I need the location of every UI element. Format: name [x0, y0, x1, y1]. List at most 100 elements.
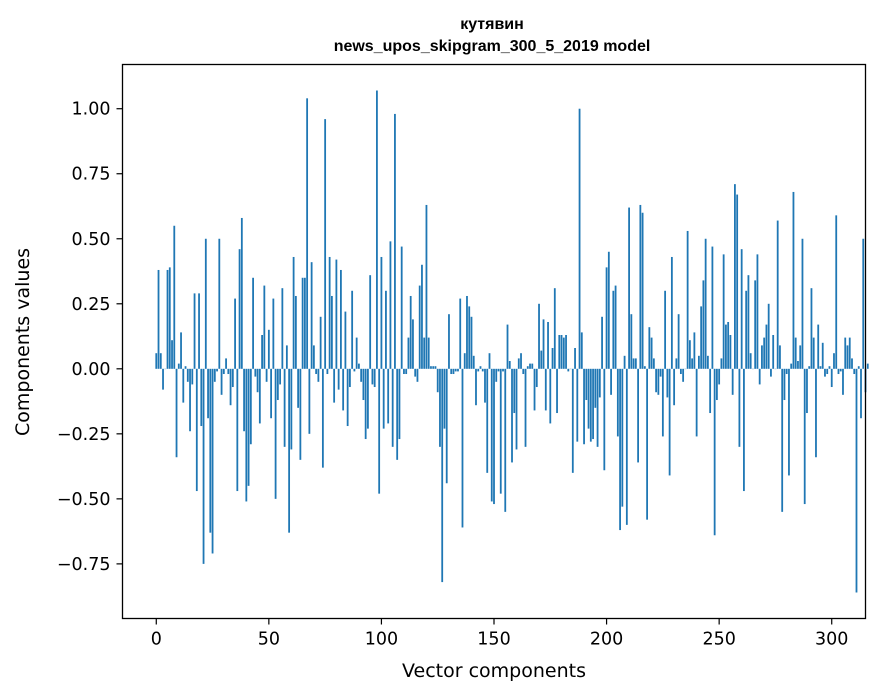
bar	[281, 288, 284, 369]
bar	[720, 358, 723, 369]
bar	[522, 368, 525, 375]
bar	[439, 368, 441, 447]
y-tick-label: 0.25	[72, 295, 111, 315]
bar	[830, 368, 833, 388]
bar	[641, 212, 644, 369]
bar	[272, 298, 275, 369]
bar	[337, 368, 340, 390]
bar	[688, 340, 691, 369]
bar	[220, 368, 223, 395]
bar	[587, 368, 590, 429]
bar	[673, 368, 676, 406]
y-tick-label: −0.50	[57, 490, 111, 510]
bar	[646, 368, 648, 520]
bar	[371, 368, 374, 385]
bar	[344, 311, 347, 369]
bar	[472, 355, 475, 369]
bar	[560, 335, 563, 369]
bar	[603, 368, 606, 471]
bar	[758, 368, 761, 385]
bar	[533, 368, 536, 411]
bar	[412, 319, 414, 369]
bar	[207, 368, 209, 419]
bar	[443, 368, 446, 429]
bar	[578, 108, 581, 369]
bar	[306, 98, 309, 369]
bar	[837, 368, 840, 375]
bar	[639, 204, 642, 369]
bar	[484, 368, 486, 403]
bar	[376, 90, 378, 369]
bar	[166, 269, 169, 369]
bar	[427, 337, 430, 369]
bar	[254, 368, 257, 377]
bar	[198, 293, 200, 369]
bar	[261, 335, 263, 369]
bar	[743, 368, 745, 492]
bar	[240, 217, 243, 369]
bar	[738, 368, 741, 447]
bar	[659, 368, 662, 377]
bar	[767, 303, 770, 369]
bar	[168, 267, 171, 369]
bar	[382, 368, 385, 429]
bar	[258, 368, 261, 424]
bar	[691, 358, 694, 369]
bar	[747, 275, 750, 369]
bar	[502, 368, 504, 372]
y-axis-ticks: −0.75 −0.50 −0.25 0.00 0.25 0.50 0.75 1.00	[57, 100, 123, 575]
bar	[650, 337, 653, 369]
y-tick-label: −0.75	[57, 555, 111, 575]
y-tick-label: −0.25	[57, 425, 111, 445]
bar	[749, 353, 752, 369]
x-tick-label: 150	[477, 630, 510, 650]
bar	[855, 368, 858, 593]
bar	[193, 293, 196, 369]
bar	[310, 262, 313, 369]
x-tick-label: 250	[702, 630, 735, 650]
bar	[704, 238, 707, 369]
bar	[290, 368, 293, 450]
bar	[506, 324, 509, 369]
bar	[303, 277, 306, 369]
bar	[824, 368, 826, 377]
bar	[779, 345, 781, 369]
bar	[727, 321, 730, 369]
bar	[515, 368, 518, 450]
bar	[842, 368, 844, 395]
bar	[794, 337, 797, 369]
bar	[682, 368, 685, 382]
bar	[716, 368, 718, 401]
bar	[657, 368, 660, 395]
bar	[308, 368, 311, 434]
bar	[495, 368, 498, 382]
bar	[369, 275, 372, 369]
bar	[736, 194, 739, 369]
bar	[243, 368, 245, 432]
bar	[706, 355, 709, 369]
bar	[155, 353, 158, 369]
bar	[596, 368, 599, 447]
bar	[358, 363, 360, 369]
bar	[702, 280, 705, 369]
bar	[380, 256, 383, 369]
bar	[378, 368, 381, 494]
bar	[544, 368, 547, 411]
bar	[285, 345, 288, 369]
bar	[565, 335, 567, 369]
bar	[511, 368, 513, 463]
bar	[245, 368, 248, 502]
bar	[463, 353, 466, 369]
bar	[234, 298, 236, 369]
bar	[175, 368, 178, 458]
bar	[326, 368, 329, 375]
bar	[270, 368, 272, 419]
bar	[182, 368, 185, 403]
bar	[249, 368, 252, 445]
bar	[252, 277, 254, 369]
bar	[468, 306, 471, 369]
bar	[815, 368, 817, 458]
bar	[421, 264, 423, 369]
bar	[452, 368, 455, 375]
bar	[434, 366, 437, 369]
